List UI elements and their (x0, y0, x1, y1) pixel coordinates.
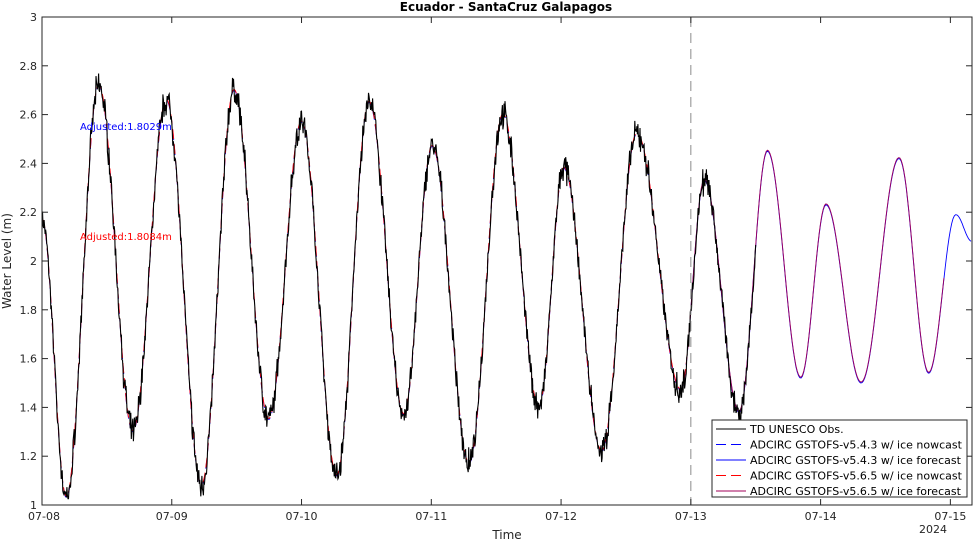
legend-label-3: ADCIRC GSTOFS-v5.6.5 w/ ice nowcast (750, 470, 963, 483)
x-tick-label-5: 07-13 (675, 510, 707, 523)
legend-label-2: ADCIRC GSTOFS-v5.4.3 w/ ice forecast (750, 454, 962, 467)
y-tick-label-2: 1.4 (20, 401, 38, 414)
x-axis-title: Time (491, 528, 521, 541)
x-tick-label-6: 07-14 (805, 510, 837, 523)
y-tick-label-7: 2.4 (20, 157, 38, 170)
y-tick-label-1: 1.2 (20, 450, 38, 463)
legend-label-0: TD UNESCO Obs. (749, 423, 844, 436)
x-tick-label-3: 07-11 (415, 510, 447, 523)
y-axis-title: Water Level (m) (0, 213, 14, 309)
x-tick-label-4: 07-12 (545, 510, 577, 523)
chart-title: Ecuador - SantaCruz Galapagos (400, 0, 612, 14)
x-year-label: 2024 (919, 523, 947, 536)
y-tick-label-8: 2.6 (20, 109, 38, 122)
legend-box (711, 419, 968, 498)
y-tick-label-5: 2 (30, 255, 37, 268)
y-tick-label-10: 3 (30, 11, 37, 24)
x-tick-label-0: 07-08 (28, 510, 60, 523)
axes-layer: 1 1.2 1.4 1.6 1.8 2 2.2 2.4 2.6 2.8 3 07-08 07-09 07-… (20, 11, 973, 523)
y-tick-label-6: 2.2 (20, 206, 38, 219)
y-tick-label-9: 2.8 (20, 60, 38, 73)
series-layer (41, 73, 972, 500)
legend-label-4: ADCIRC GSTOFS-v5.6.5 w/ ice forecast (750, 485, 962, 498)
legend-label-1: ADCIRC GSTOFS-v5.4.3 w/ ice nowcast (750, 439, 963, 452)
annotation-adjusted-v543: Adjusted:1.8029m (80, 122, 172, 133)
x-tick-label-7: 07-15 (934, 510, 966, 523)
y-tick-label-0: 1 (30, 499, 37, 512)
y-tick-label-3: 1.6 (20, 353, 38, 366)
annotation-adjusted-v565: Adjusted:1.8084m (80, 232, 172, 243)
series-line-0 (41, 73, 757, 500)
x-tick-label-2: 07-10 (286, 510, 318, 523)
legend: TD UNESCO Obs. ADCIRC GSTOFS-v5.4.3 w/ ic… (711, 419, 968, 498)
x-tick-label-1: 07-09 (156, 510, 188, 523)
y-tick-label-4: 1.8 (20, 304, 38, 317)
